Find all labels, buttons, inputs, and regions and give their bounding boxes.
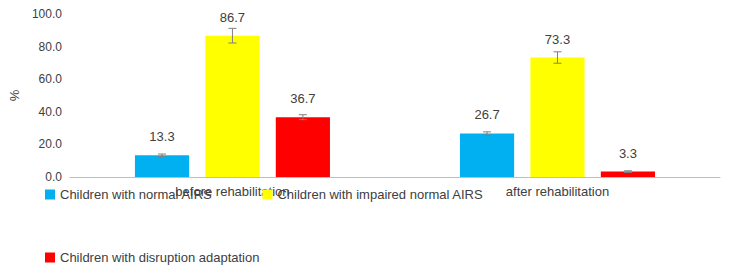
svg-text:3.3: 3.3 bbox=[619, 146, 637, 161]
svg-text:26.7: 26.7 bbox=[474, 107, 499, 122]
svg-text:%: % bbox=[7, 89, 22, 101]
svg-text:40.0: 40.0 bbox=[39, 105, 63, 119]
svg-text:Children with normal AIRS: Children with normal AIRS bbox=[60, 187, 212, 202]
svg-text:after rehabilitation: after rehabilitation bbox=[506, 184, 609, 199]
svg-text:73.3: 73.3 bbox=[545, 32, 570, 47]
svg-text:100.0: 100.0 bbox=[32, 7, 62, 21]
svg-text:20.0: 20.0 bbox=[39, 137, 63, 151]
svg-text:60.0: 60.0 bbox=[39, 72, 63, 86]
svg-text:0.0: 0.0 bbox=[45, 170, 62, 184]
svg-text:Children with impaired normal: Children with impaired normal AIRS bbox=[277, 187, 483, 202]
svg-text:13.3: 13.3 bbox=[149, 129, 174, 144]
svg-text:36.7: 36.7 bbox=[290, 91, 315, 106]
svg-text:86.7: 86.7 bbox=[220, 10, 245, 25]
svg-text:before rehabilitation: before rehabilitation bbox=[175, 184, 290, 199]
svg-text:Children with disruption adapt: Children with disruption adaptation bbox=[60, 250, 259, 265]
svg-text:80.0: 80.0 bbox=[39, 40, 63, 54]
